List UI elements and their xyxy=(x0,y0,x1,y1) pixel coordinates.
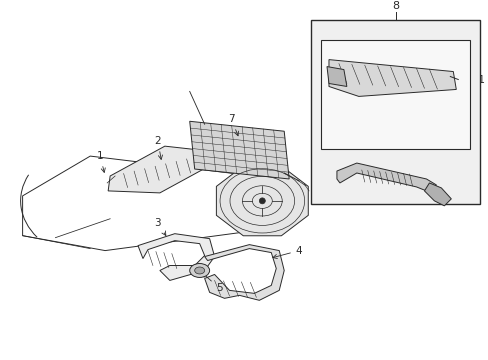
Polygon shape xyxy=(138,234,214,280)
Text: 10: 10 xyxy=(317,81,333,104)
Text: 9: 9 xyxy=(325,156,339,172)
Polygon shape xyxy=(336,163,435,193)
Text: 6: 6 xyxy=(315,196,340,206)
Text: 3: 3 xyxy=(154,218,165,235)
Text: 7: 7 xyxy=(228,114,238,136)
Polygon shape xyxy=(108,146,214,193)
Ellipse shape xyxy=(189,264,209,278)
Polygon shape xyxy=(204,244,284,300)
Polygon shape xyxy=(216,166,307,236)
Polygon shape xyxy=(326,67,346,86)
Text: 8: 8 xyxy=(391,1,398,11)
Circle shape xyxy=(259,198,265,204)
Polygon shape xyxy=(189,121,288,179)
Text: 1: 1 xyxy=(97,151,105,172)
Text: 2: 2 xyxy=(154,136,162,159)
Bar xyxy=(310,20,479,204)
Text: 4: 4 xyxy=(272,246,302,258)
Text: -11: -11 xyxy=(468,75,484,85)
Bar xyxy=(320,40,469,149)
Ellipse shape xyxy=(194,267,204,274)
Text: 5: 5 xyxy=(202,273,223,293)
Polygon shape xyxy=(424,183,450,206)
Polygon shape xyxy=(328,60,455,96)
